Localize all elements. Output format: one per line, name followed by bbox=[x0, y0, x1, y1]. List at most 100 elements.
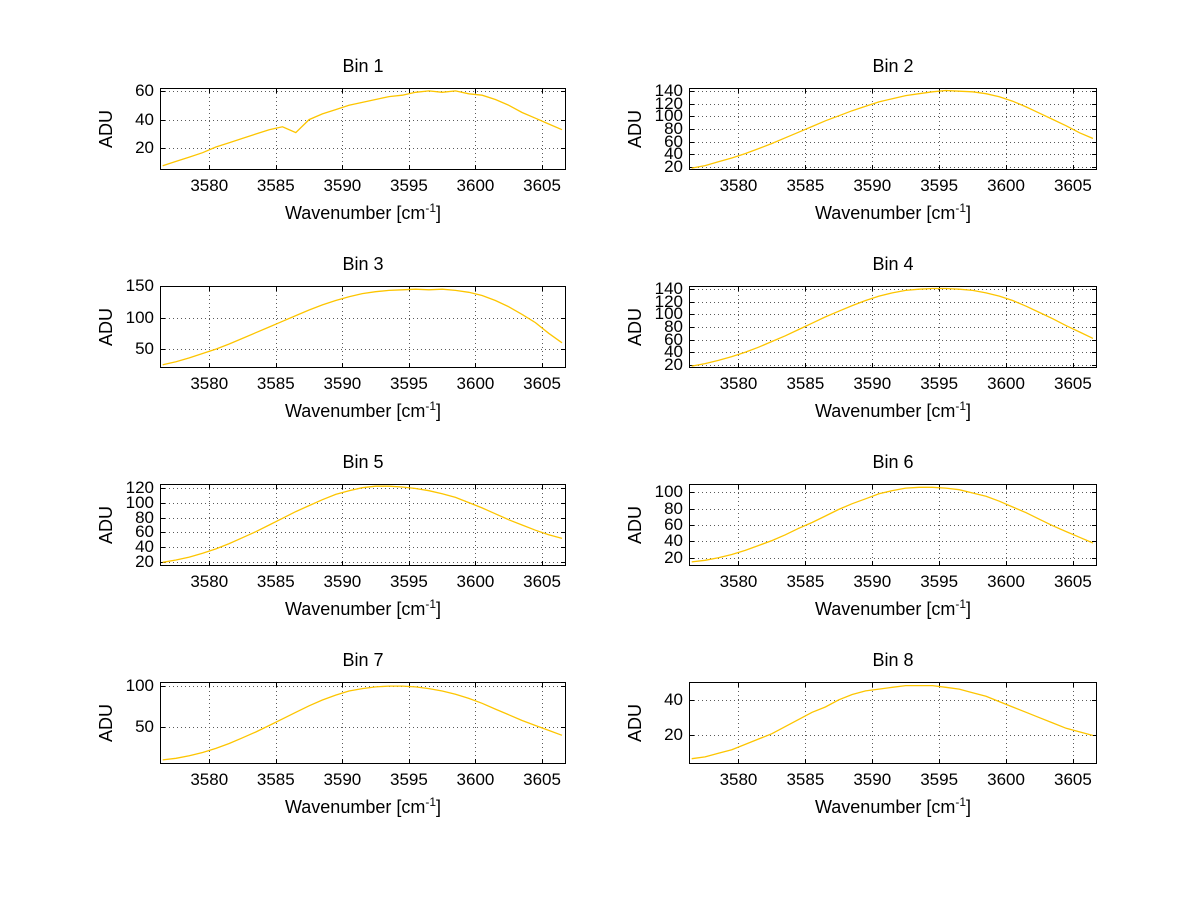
y-tick-label: 140 bbox=[654, 81, 683, 101]
x-tick-label: 3585 bbox=[786, 374, 825, 393]
subplot-bin-3: Bin 3 ADU 50 100 150 3580 3585 3590 3595 3600 3… bbox=[0, 243, 600, 443]
x-tick-label: 3600 bbox=[456, 572, 495, 591]
subplot-bin-8: Bin 8 ADU 20 40 3580 3585 3590 3595 3600 3605 … bbox=[600, 639, 1200, 839]
x-tick-label: 3600 bbox=[987, 374, 1025, 393]
y-tick-label: 20 bbox=[135, 138, 154, 158]
x-axis-label-text: Wavenumber [cm bbox=[284, 401, 426, 421]
x-tick-label: 3595 bbox=[920, 374, 959, 393]
y-tick-label: 60 bbox=[135, 522, 154, 542]
chart-title: Bin 6 bbox=[872, 452, 914, 472]
subplot-bin-1: Bin 1 ADU 20 40 60 3580 3585 3590 3595 3600 360… bbox=[0, 45, 600, 245]
subplot-bin-7: Bin 7 ADU 50 100 3580 3585 3590 3595 3600 3605… bbox=[0, 639, 600, 839]
subplot-bin-2: Bin 2 ADU 20 40 60 80 100 120 140 3580 3585 3590… bbox=[600, 45, 1200, 245]
y-tick-labels: 20 40 bbox=[600, 682, 683, 764]
x-axis-label-text: Wavenumber [cm bbox=[284, 203, 426, 223]
y-tick-label: 100 bbox=[654, 482, 683, 502]
y-tick-label: 50 bbox=[135, 717, 154, 737]
x-tick-label: 3595 bbox=[390, 572, 428, 591]
y-tick-label: 80 bbox=[664, 498, 683, 518]
x-tick-label: 3590 bbox=[323, 770, 362, 789]
x-tick-label: 3605 bbox=[523, 374, 561, 393]
x-tick-label: 3580 bbox=[190, 374, 229, 393]
x-tick-label: 3585 bbox=[256, 572, 295, 591]
x-tick-label: 3605 bbox=[1053, 572, 1092, 591]
y-tick-labels: 20 40 60 80 100 120 bbox=[0, 478, 154, 571]
plot-area bbox=[160, 286, 566, 368]
x-tick-label: 3590 bbox=[853, 572, 892, 591]
x-axis-label-superscript: -1 bbox=[425, 399, 437, 413]
x-tick-label: 3590 bbox=[853, 176, 892, 195]
y-tick-label: 60 bbox=[135, 80, 154, 100]
y-tick-label: 100 bbox=[125, 492, 154, 512]
x-axis-label-superscript: -1 bbox=[955, 399, 967, 413]
data-curve bbox=[162, 485, 563, 563]
y-tick-label: 60 bbox=[664, 131, 683, 151]
x-axis-label-text: Wavenumber [cm bbox=[814, 599, 956, 619]
x-tick-label: 3580 bbox=[719, 374, 758, 393]
x-tick-label: 3600 bbox=[987, 176, 1025, 195]
x-tick-label: 3585 bbox=[786, 572, 825, 591]
x-axis-label-close: ] bbox=[436, 797, 442, 817]
x-tick-label: 3600 bbox=[456, 374, 495, 393]
x-tick-label: 3590 bbox=[323, 374, 362, 393]
y-tick-label: 150 bbox=[125, 276, 154, 295]
subplot-bin-4: Bin 4 ADU 20 40 60 80 100 120 140 3580 3585 3590… bbox=[600, 243, 1200, 443]
x-tick-labels: 3580 3585 3590 3595 3600 3605 bbox=[689, 374, 1097, 396]
chart-title: Bin 5 bbox=[342, 452, 384, 472]
y-tick-label: 20 bbox=[664, 354, 683, 374]
x-tick-label: 3580 bbox=[719, 770, 758, 789]
y-tick-labels: 50 100 bbox=[0, 677, 154, 764]
x-axis-label: Wavenumber [cm-1] bbox=[160, 399, 566, 422]
x-tick-label: 3580 bbox=[719, 176, 758, 195]
subplot-bin-6: Bin 6 ADU 20 40 60 80 100 3580 3585 3590 3595 36… bbox=[600, 441, 1200, 641]
plot-area bbox=[689, 484, 1097, 566]
x-tick-labels: 3580 3585 3590 3595 3600 3605 bbox=[160, 770, 566, 792]
x-axis-label-superscript: -1 bbox=[425, 795, 437, 809]
data-curve bbox=[691, 287, 1094, 367]
y-tick-label: 80 bbox=[664, 317, 683, 336]
data-curve bbox=[162, 288, 563, 366]
x-axis-label-superscript: -1 bbox=[955, 795, 967, 809]
x-tick-label: 3600 bbox=[456, 176, 495, 195]
y-tick-label: 20 bbox=[135, 552, 154, 572]
y-tick-label: 40 bbox=[135, 109, 154, 129]
plot-area bbox=[689, 286, 1097, 368]
x-tick-label: 3590 bbox=[853, 770, 892, 789]
x-tick-label: 3595 bbox=[920, 770, 959, 789]
x-axis-label-superscript: -1 bbox=[425, 201, 437, 215]
data-curve bbox=[691, 684, 1094, 760]
y-tick-label: 100 bbox=[125, 676, 154, 696]
x-axis-label-superscript: -1 bbox=[425, 597, 437, 611]
subplot-bin-5: Bin 5 ADU 20 40 60 80 100 120 3580 3585 3590 359… bbox=[0, 441, 600, 641]
x-axis-label: Wavenumber [cm-1] bbox=[160, 201, 566, 224]
y-tick-label: 20 bbox=[664, 725, 683, 745]
x-tick-labels: 3580 3585 3590 3595 3600 3605 bbox=[689, 176, 1097, 198]
x-tick-label: 3605 bbox=[1053, 176, 1092, 195]
x-axis-label-close: ] bbox=[436, 203, 442, 223]
chart-title: Bin 7 bbox=[342, 650, 384, 670]
y-tick-label: 40 bbox=[664, 342, 683, 362]
x-tick-label: 3595 bbox=[390, 770, 428, 789]
x-tick-label: 3590 bbox=[853, 374, 892, 393]
x-tick-label: 3600 bbox=[987, 572, 1025, 591]
y-tick-label: 40 bbox=[664, 144, 683, 164]
y-tick-label: 120 bbox=[654, 291, 683, 311]
chart-title: Bin 2 bbox=[872, 56, 914, 76]
x-axis-label-text: Wavenumber [cm bbox=[814, 401, 956, 421]
y-tick-label: 50 bbox=[135, 339, 154, 359]
x-tick-label: 3580 bbox=[719, 572, 758, 591]
x-axis-label-close: ] bbox=[436, 401, 442, 421]
y-tick-labels: 20 40 60 80 100 120 140 bbox=[600, 280, 683, 374]
y-tick-label: 40 bbox=[664, 531, 683, 551]
x-tick-label: 3605 bbox=[1053, 374, 1092, 393]
y-tick-label: 100 bbox=[125, 307, 154, 327]
x-axis-label-text: Wavenumber [cm bbox=[814, 203, 956, 223]
x-axis-label-close: ] bbox=[966, 599, 972, 619]
x-axis-label-close: ] bbox=[966, 401, 972, 421]
x-axis-label-close: ] bbox=[966, 797, 972, 817]
x-tick-label: 3600 bbox=[987, 770, 1025, 789]
y-tick-label: 100 bbox=[654, 106, 683, 126]
plot-area bbox=[160, 484, 566, 566]
x-tick-label: 3605 bbox=[523, 770, 561, 789]
x-tick-label: 3605 bbox=[523, 176, 561, 195]
